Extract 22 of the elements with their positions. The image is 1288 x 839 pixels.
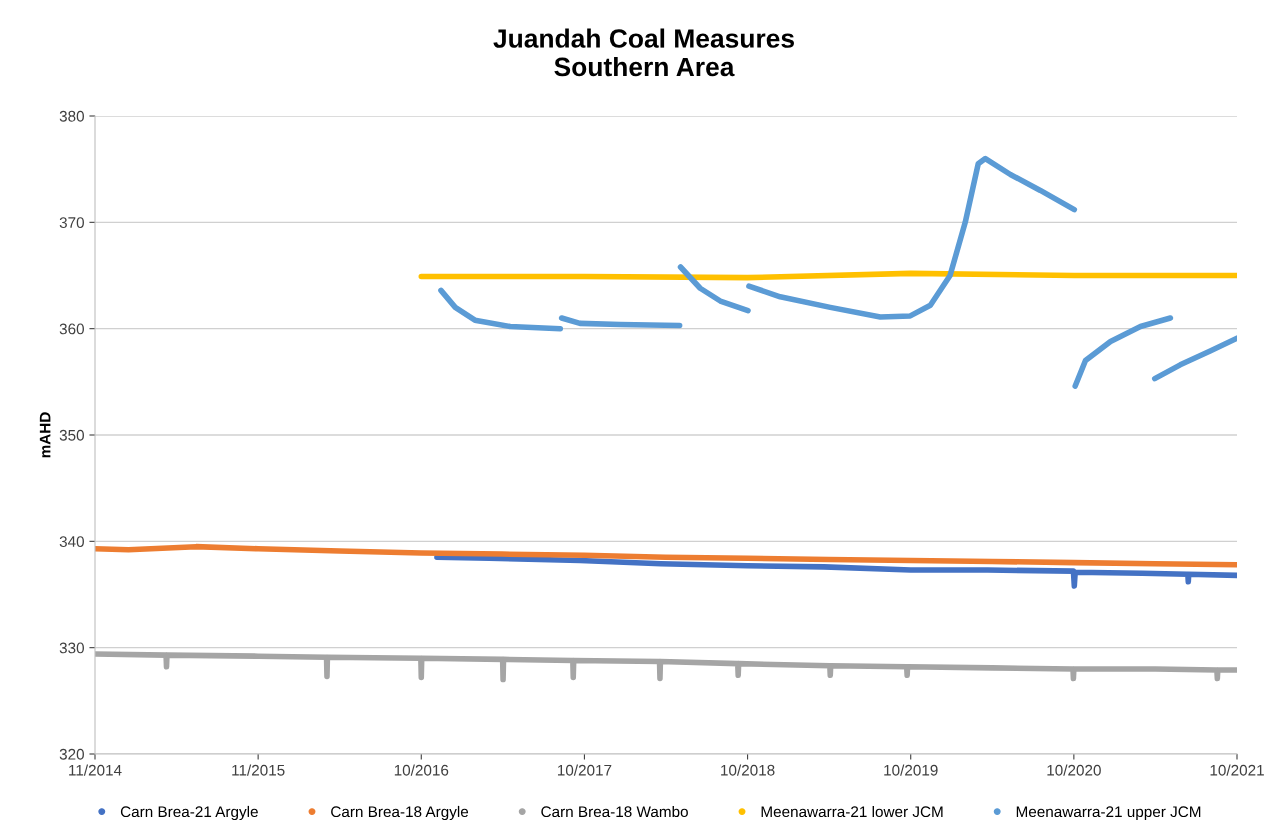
x-tick-label: 10/2018 [721, 764, 775, 776]
x-tick-label: 10/2020 [1047, 764, 1101, 776]
y-tick-label: 340 [59, 536, 84, 548]
x-tick-label: 11/2015 [232, 764, 285, 776]
legend-label: Meenawarra-21 lower JCM [761, 805, 943, 818]
x-tick-label: 10/2017 [557, 764, 612, 776]
legend-label: Carn Brea-18 Wambo [541, 805, 688, 818]
y-tick-label: 370 [59, 217, 84, 229]
x-tick-label: 11/2014 [69, 764, 122, 776]
y-tick-label: 360 [59, 323, 84, 335]
legend-label: Carn Brea-18 Argyle [331, 805, 469, 821]
y-axis-title: mAHD [39, 412, 51, 458]
x-tick-label: 10/2016 [394, 764, 449, 776]
legend-label: Meenawarra-21 upper JCM [1016, 806, 1201, 821]
x-tick-label: 10/2019 [884, 764, 938, 776]
y-tick-label: 350 [59, 429, 84, 441]
y-tick-label: 380 [59, 110, 84, 122]
y-tick-label: 330 [59, 642, 84, 654]
legend-label: Carn Brea-21 Argyle [120, 805, 258, 821]
chart-title: Juandah Coal Measures Southern Area [493, 28, 794, 77]
x-tick-label: 10/2021 [1210, 764, 1264, 776]
y-tick-label: 320 [59, 748, 84, 760]
